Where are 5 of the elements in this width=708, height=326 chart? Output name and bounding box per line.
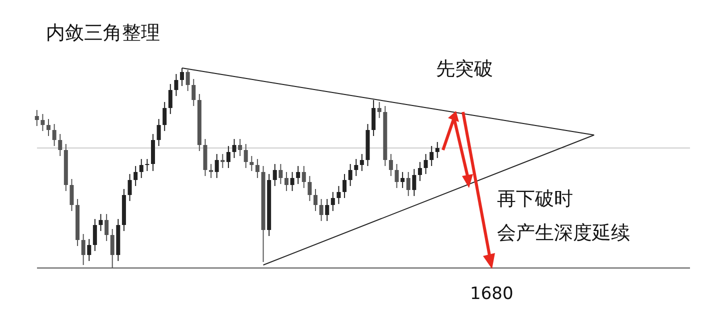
annotation: 先突破 <box>436 57 493 82</box>
chart-title: 内敛三角整理 <box>46 21 160 46</box>
annotation: 再下破时 <box>497 187 573 212</box>
text: 1680 <box>470 284 514 304</box>
annotation: 会产生深度延续 <box>497 221 630 246</box>
